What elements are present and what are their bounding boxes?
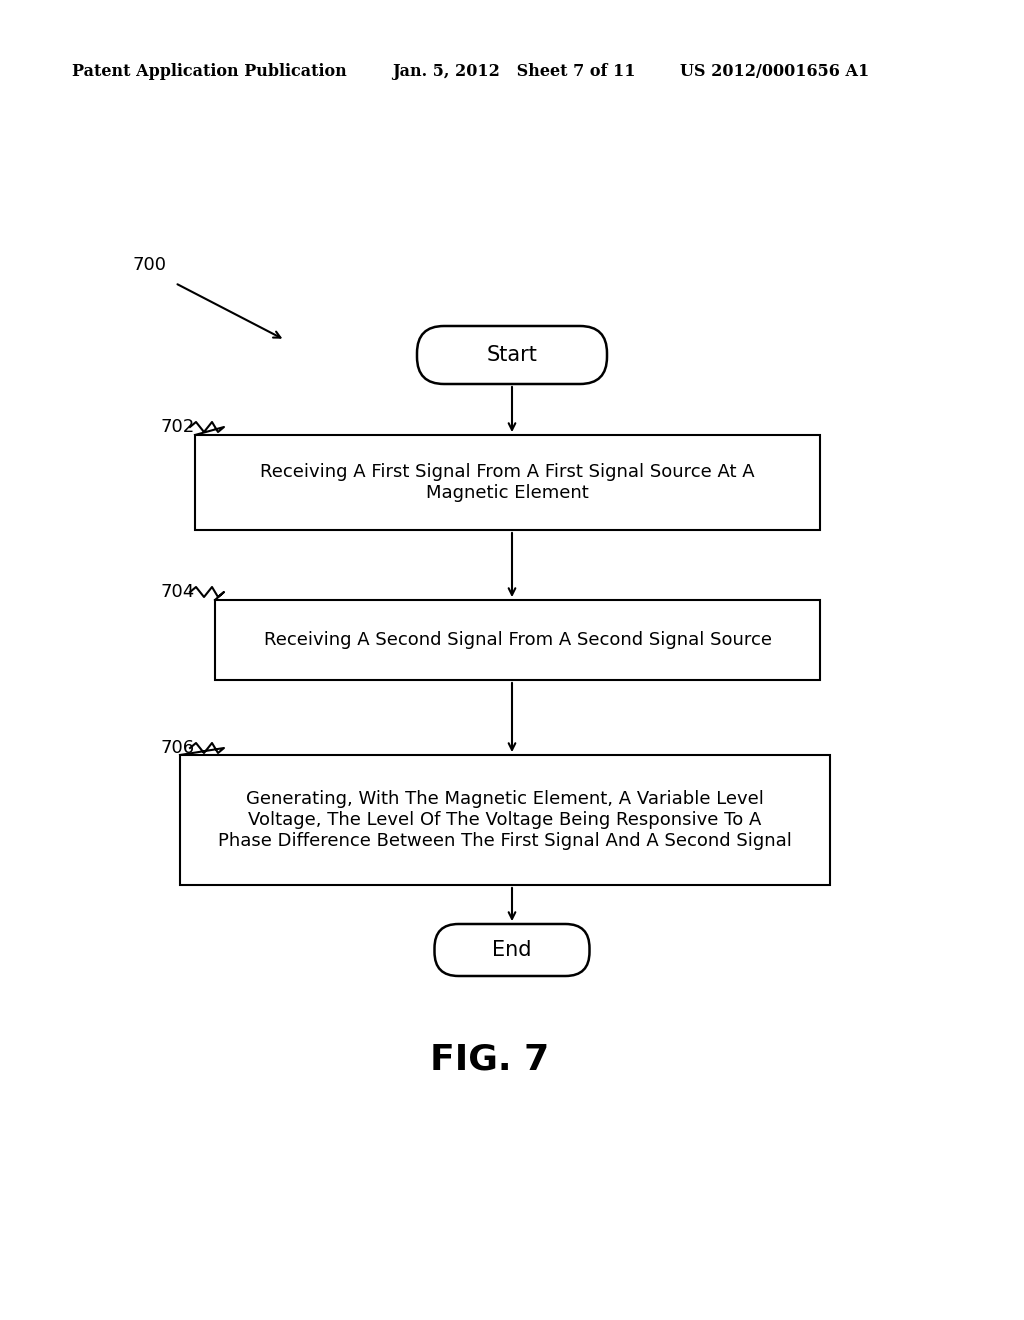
Text: US 2012/0001656 A1: US 2012/0001656 A1: [680, 63, 869, 81]
Text: 706: 706: [160, 739, 195, 756]
Text: 702: 702: [160, 418, 195, 436]
Text: Patent Application Publication: Patent Application Publication: [72, 63, 347, 81]
Bar: [215, 601, 820, 680]
Text: Receiving A First Signal From A First Signal Source At A
Magnetic Element: Receiving A First Signal From A First Si…: [260, 463, 755, 502]
FancyBboxPatch shape: [417, 326, 607, 384]
Text: FIG. 7: FIG. 7: [430, 1043, 550, 1077]
Text: 704: 704: [160, 583, 195, 601]
Bar: [195, 436, 820, 531]
Text: 700: 700: [133, 256, 167, 275]
Text: Receiving A Second Signal From A Second Signal Source: Receiving A Second Signal From A Second …: [263, 631, 771, 649]
Text: Start: Start: [486, 345, 538, 366]
Text: Jan. 5, 2012   Sheet 7 of 11: Jan. 5, 2012 Sheet 7 of 11: [392, 63, 636, 81]
Bar: [180, 755, 830, 884]
Text: Generating, With The Magnetic Element, A Variable Level
Voltage, The Level Of Th: Generating, With The Magnetic Element, A…: [218, 791, 792, 850]
Text: End: End: [493, 940, 531, 960]
FancyBboxPatch shape: [434, 924, 590, 975]
